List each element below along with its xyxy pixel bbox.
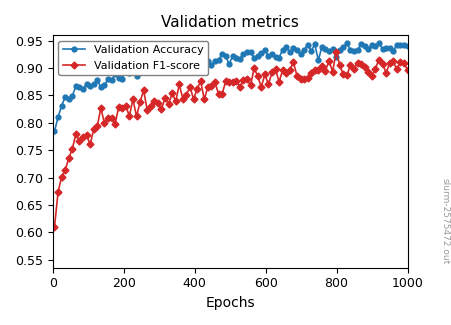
Validation F1-score — [379, 61, 384, 65]
Validation F1-score — [233, 79, 239, 83]
Validation F1-score — [390, 59, 395, 63]
Validation Accuracy — [404, 44, 410, 48]
Validation Accuracy — [133, 74, 139, 78]
Validation F1-score — [133, 114, 139, 118]
Validation F1-score — [333, 50, 338, 54]
Line: Validation Accuracy: Validation Accuracy — [52, 40, 409, 134]
Validation F1-score — [119, 106, 124, 110]
Validation Accuracy — [343, 41, 349, 45]
Validation Accuracy — [52, 129, 57, 133]
Validation F1-score — [404, 68, 410, 72]
Validation Accuracy — [233, 56, 239, 60]
Legend: Validation Accuracy, Validation F1-score: Validation Accuracy, Validation F1-score — [58, 41, 207, 75]
Validation F1-score — [262, 72, 267, 76]
Validation Accuracy — [119, 77, 124, 81]
Text: slurm-2575472.out: slurm-2575472.out — [440, 178, 449, 264]
X-axis label: Epochs: Epochs — [205, 296, 254, 310]
Validation F1-score — [52, 225, 57, 229]
Validation Accuracy — [262, 48, 267, 52]
Line: Validation F1-score: Validation F1-score — [52, 49, 409, 229]
Validation Accuracy — [390, 49, 395, 53]
Title: Validation metrics: Validation metrics — [161, 15, 299, 30]
Validation Accuracy — [379, 47, 384, 51]
